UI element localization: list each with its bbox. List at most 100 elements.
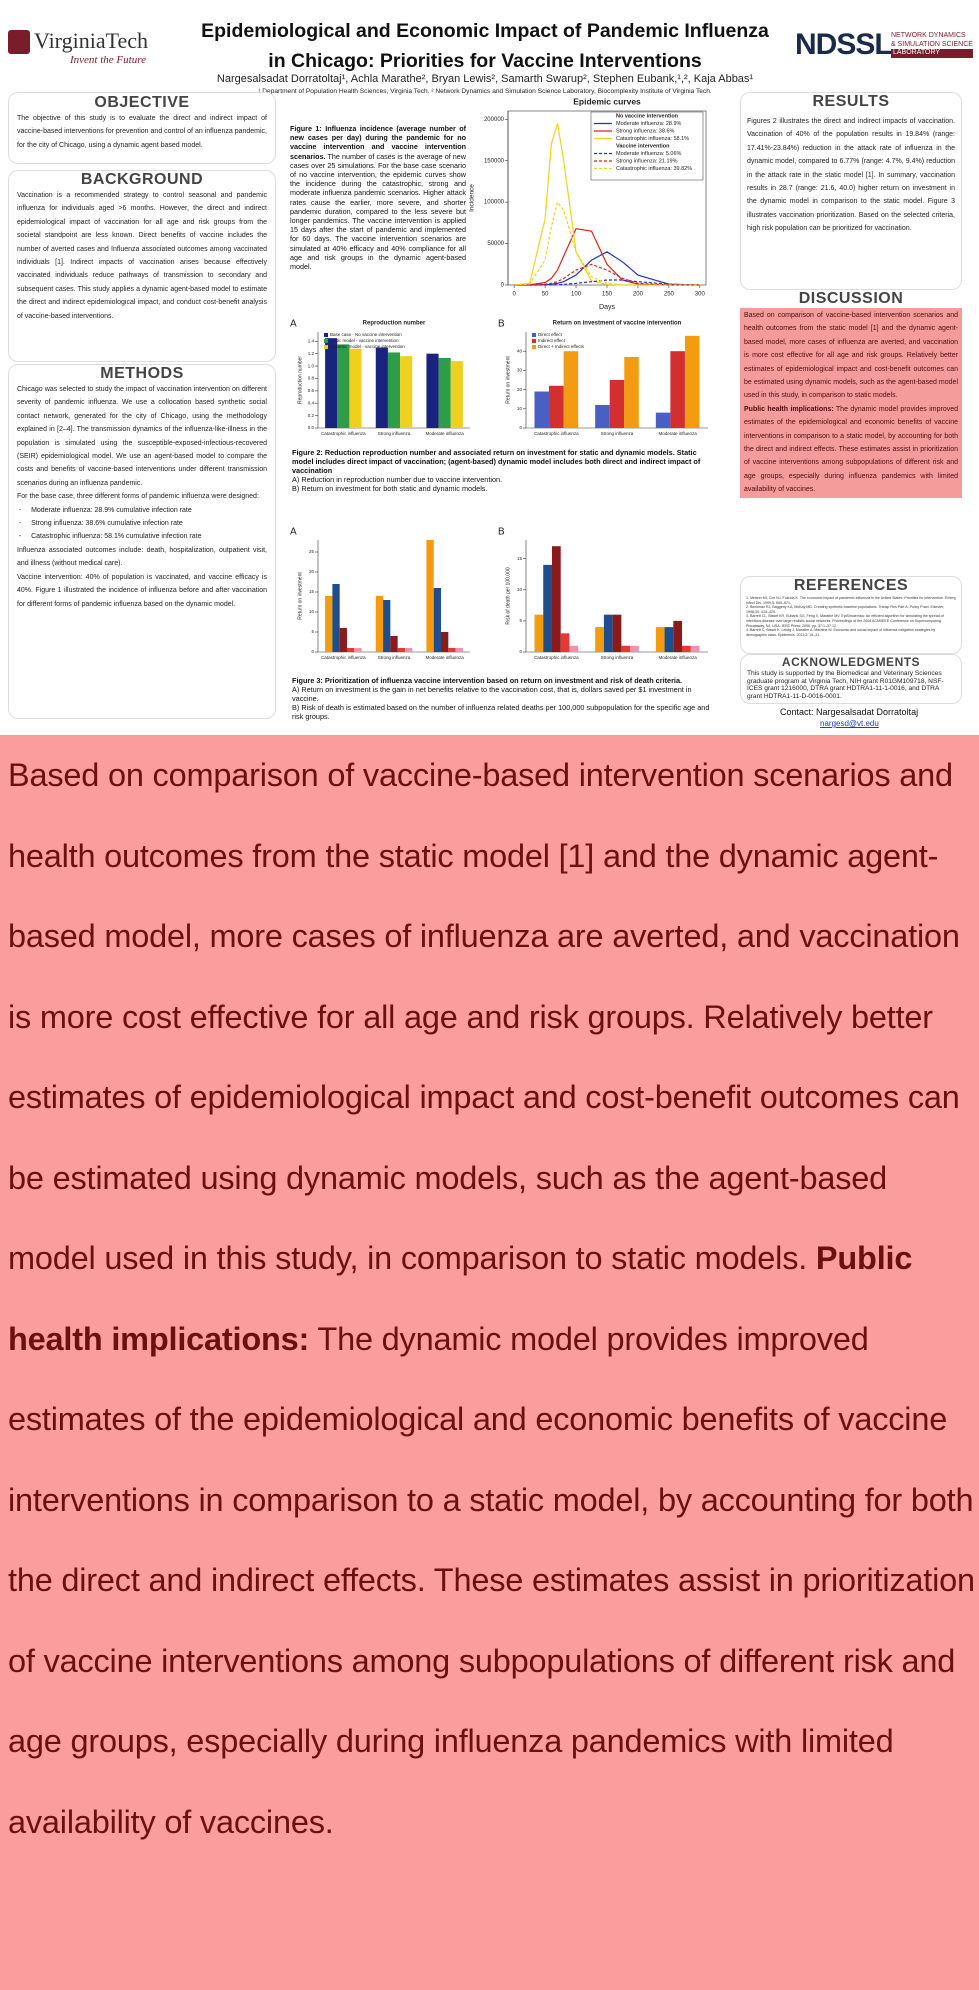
y-tick-label: 20 [517,387,523,392]
legend-label: Strong influenza: 21.19% [616,158,678,164]
legend-label: Base case - No vaccine intervention [330,332,402,337]
bar [551,546,561,652]
discussion-part: Based on comparison of vaccine-based int… [8,757,960,1276]
x-tick-label: Catastrophic influenza [534,655,579,660]
reference: 2. Beckman RJ, Baggerly KA, McKay MD. Cr… [746,605,945,614]
chart: B Return on investment of vaccine interve… [498,319,708,436]
section-heading: REFERENCES [793,577,909,594]
series-line [514,263,700,286]
bar [673,620,683,652]
discussion-part: The dynamic model provides improved esti… [8,1320,975,1840]
section-heading: OBJECTIVE [94,94,190,111]
bar [682,645,691,652]
results-box: RESULTS Figures 2 illustrates the direct… [740,92,962,290]
bar [563,351,579,428]
legend-swatch [532,333,536,337]
bar [387,352,401,428]
bar [595,404,610,428]
caption-text: The number of cases is the average of ne… [290,151,466,272]
bar [426,353,439,428]
y-tick-label: 15 [517,556,523,561]
x-tick-label: 100 [571,292,582,298]
title-line: Epidemiological and Economic Impact of P… [201,20,769,42]
y-tick-label: 0.4 [308,400,315,405]
list-text: Moderate influenza: 28.9% cumulative inf… [31,506,192,514]
bar [349,348,362,428]
legend-label: Strong influenza: 38.6% [616,128,675,134]
affiliations: ¹ Department of Population Health Scienc… [258,88,712,95]
discussion-part: Based on comparison of vaccine-based int… [744,312,958,400]
bar [612,614,622,652]
y-tick-label: 25 [309,549,315,554]
figure-1-caption: Figure 1: Influenza incidence (average n… [290,124,466,271]
logo-left: VirginiaTech [34,28,149,53]
list-item: - Catastrophic influenza: 58.1% cumulati… [19,533,202,541]
x-tick-label: Catastrophic influenza [534,431,579,436]
legend-label: Moderate influenza: 28.9% [616,121,682,127]
series-line [514,251,700,286]
legend-label: Moderate influenza: 5.06% [616,151,682,157]
bar [325,338,338,428]
references-box: REFERENCES 1. Meltzer MI, Cox NJ, Fukuda… [740,576,962,654]
section-heading: METHODS [100,365,184,382]
y-tick-label: 0 [519,649,522,654]
chart-title: Epidemic curves [573,96,641,106]
section-heading: ACKNOWLEDGMENTS [781,655,921,669]
legend-header: Vaccine intervention [616,143,670,149]
x-tick-label: Strong influenza [601,655,634,660]
bar [543,564,552,652]
references-list: 1. Meltzer MI, Cox NJ, Fukuda K. The eco… [741,595,961,638]
logo-line: & SIMULATION SCIENCE [891,40,973,48]
y-tick-label: 20 [309,569,315,574]
y-tick-label: 50000 [487,241,504,247]
x-axis-label: Days [599,304,615,311]
caption-line: B) Return on investment for both static … [292,484,488,493]
chart: Epidemic curves 0 50000 100000 150000 200000 I… [469,96,707,311]
bar [332,584,340,652]
x-tick-label: 150 [602,292,613,298]
bar [621,645,631,652]
legend-swatch [532,339,536,343]
y-tick-label: 0.6 [308,388,315,393]
y-tick-label: 0.2 [308,413,315,418]
logo-right: NDSSL [795,28,893,61]
email-link[interactable]: nargesd@vt.edu [820,719,879,728]
poster: VirginiaTech Invent the Future Epidemiol… [0,0,979,735]
bar [397,648,405,652]
panel-label: B [498,319,505,330]
x-tick-label: Catastrophic influenza [321,655,366,660]
list: - Moderate influenza: 28.9% cumulative i… [17,504,267,544]
y-tick-label: 1.0 [308,363,315,368]
chart-title: Return on investment of vaccine interven… [553,321,682,327]
y-tick-label: 150000 [484,158,505,164]
discussion-zoom: Based on comparison of vaccine-based int… [0,735,979,1990]
caption-line: B) Risk of death is estimated based on t… [292,703,710,721]
methods-box: METHODS Chicago was selected to study th… [8,364,276,719]
bar [375,596,384,652]
figure-3-caption: Figure 3: Prioritization of influenza va… [292,676,712,721]
section-heading: DISCUSSION [798,290,904,307]
bar [624,356,639,428]
panel-label: B [498,527,505,538]
bar [560,633,570,652]
legend-swatch [324,345,328,349]
legend-label: Catastrophic influenza: 58.1% [616,136,689,142]
bar [534,391,550,428]
bar [595,627,604,652]
y-axis-label: Return on investment [297,572,303,620]
reference: 4. Barrett C, Bisset K, Leidig J, Marath… [746,628,936,637]
series-line [514,200,700,286]
y-tick-label: 5 [519,618,522,623]
legend-swatch [324,333,328,337]
caption-line: A) Return on investment is the gain in n… [292,685,692,703]
y-axis-label: Return on investment [505,356,511,404]
reference: 3. Barrett CL, Bisset KR, Eubank SG, Fen… [746,614,944,628]
bar [549,385,564,428]
y-axis-label: Incidence [469,184,476,212]
legend-label: Indirect effect [538,338,566,343]
authors: Nargesalsadat Dorratoltaj¹, Achla Marath… [216,73,754,85]
y-tick-label: 1.4 [308,338,315,343]
paragraph: For the base case, three different forms… [17,493,259,501]
bar [450,361,463,428]
